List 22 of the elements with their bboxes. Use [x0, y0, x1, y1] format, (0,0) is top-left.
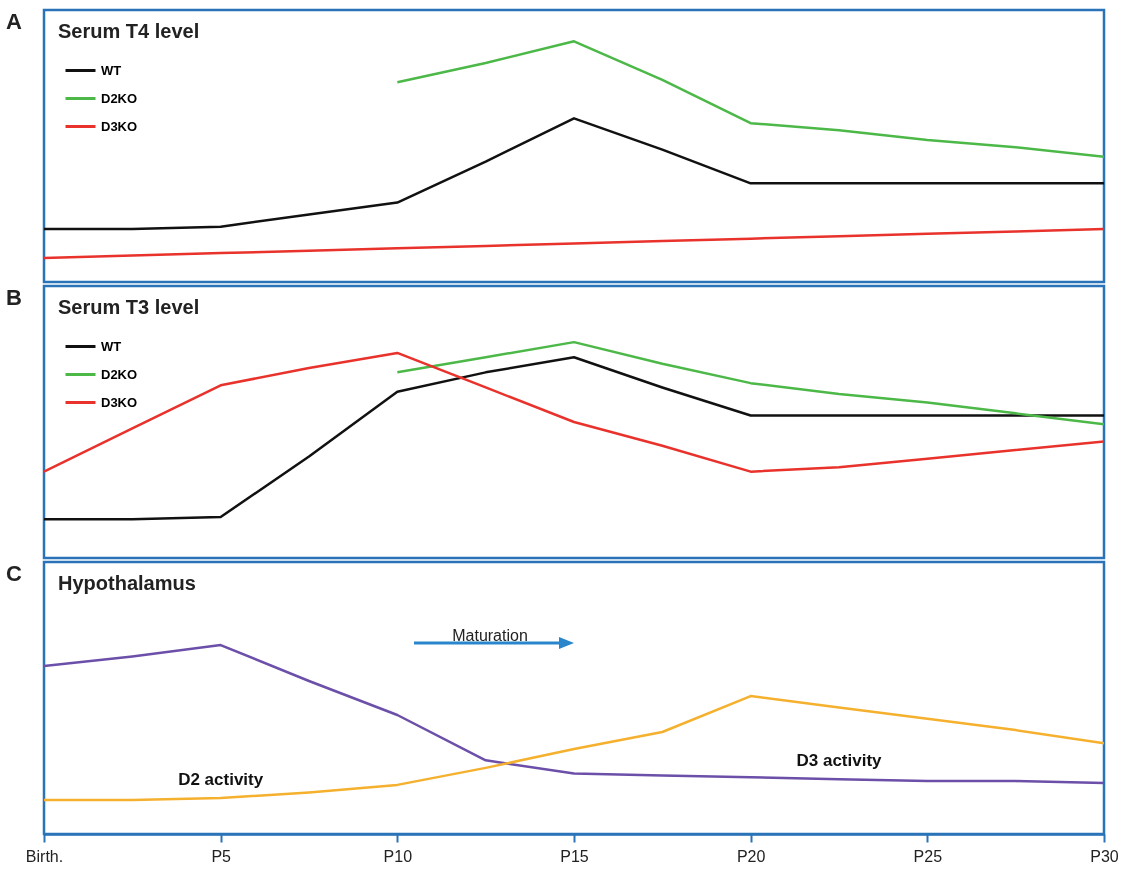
x-tick-label: P20	[736, 847, 766, 865]
legend-label: D2KO	[101, 366, 138, 382]
chart-title: Serum T4 level	[58, 20, 200, 42]
x-tick-label: P25	[913, 847, 943, 865]
legend-label: D3KO	[101, 394, 138, 410]
x-tick-label: P10	[383, 847, 413, 865]
chart-title: Serum T3 level	[58, 296, 200, 318]
series-label: D2 activity	[178, 770, 264, 790]
x-tick-label: P15	[560, 847, 589, 865]
text: B	[6, 285, 22, 310]
text: Maturation	[452, 627, 528, 644]
legend-label: D2KO	[101, 90, 138, 106]
x-tick-label: P30	[1090, 847, 1119, 865]
x-tick-label: Birth.	[25, 847, 64, 865]
x-tick-label: P5	[211, 847, 232, 865]
series-label: D3 activity	[796, 751, 883, 771]
legend-label: D3KO	[101, 118, 138, 134]
text: C	[6, 561, 23, 586]
chart-title: Hypothalamus	[58, 572, 196, 594]
legend-label: WT	[101, 338, 122, 354]
text: A	[6, 9, 23, 34]
legend-label: WT	[101, 62, 122, 78]
